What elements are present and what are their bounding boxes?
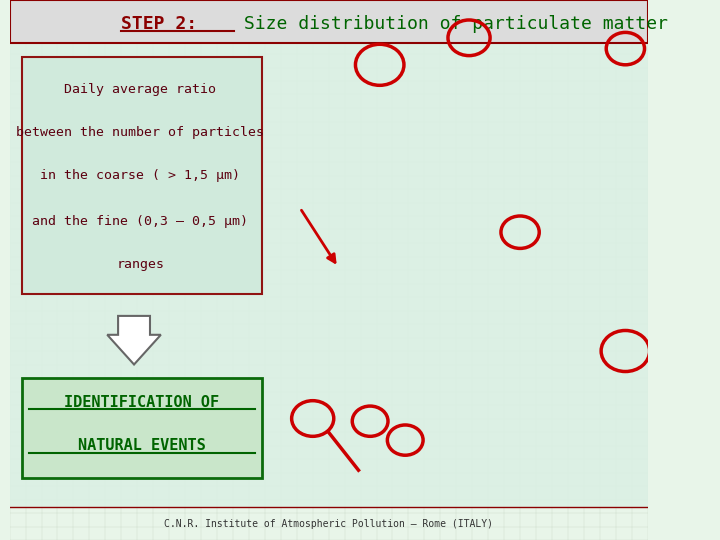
Text: IDENTIFICATION OF: IDENTIFICATION OF — [65, 395, 220, 410]
FancyBboxPatch shape — [22, 57, 261, 294]
Text: NATURAL EVENTS: NATURAL EVENTS — [78, 438, 206, 453]
Text: STEP 2:: STEP 2: — [121, 15, 197, 33]
FancyBboxPatch shape — [9, 0, 648, 540]
Polygon shape — [107, 316, 161, 364]
Text: C.N.R. Institute of Atmospheric Pollution – Rome (ITALY): C.N.R. Institute of Atmospheric Pollutio… — [164, 519, 493, 529]
FancyBboxPatch shape — [9, 43, 648, 507]
FancyBboxPatch shape — [22, 378, 261, 478]
Text: Size distribution of particulate matter: Size distribution of particulate matter — [233, 15, 668, 33]
Text: in the coarse ( > 1,5 μm): in the coarse ( > 1,5 μm) — [40, 169, 240, 182]
Text: ranges: ranges — [117, 258, 164, 271]
Text: and the fine (0,3 – 0,5 μm): and the fine (0,3 – 0,5 μm) — [32, 215, 248, 228]
Text: Daily average ratio: Daily average ratio — [64, 83, 217, 96]
FancyBboxPatch shape — [9, 0, 648, 43]
Text: between the number of particles: between the number of particles — [17, 126, 264, 139]
